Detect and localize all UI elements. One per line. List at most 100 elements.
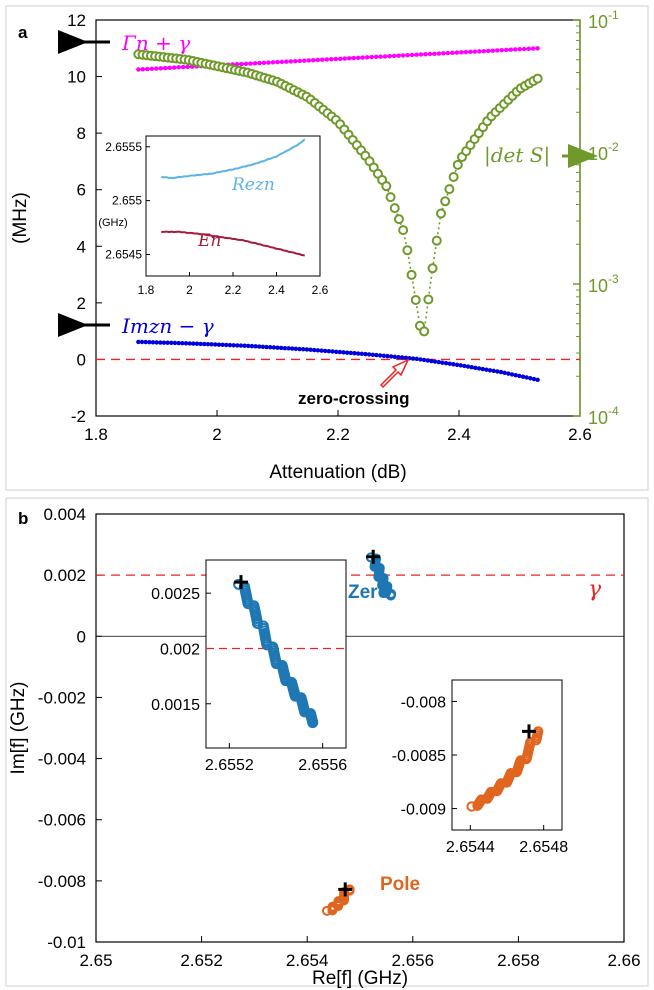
gamma-plus-point [355, 55, 361, 61]
gamma-plus-point [499, 47, 504, 53]
right-tick-label: 10-3 [588, 272, 619, 296]
im-minus-point [271, 345, 277, 350]
im-minus-point [315, 348, 321, 353]
im-minus-point [491, 368, 496, 374]
panel-a-right-ticks: 10-4 10-3 10-2 10-1 [573, 8, 619, 428]
gamma-plus-point [163, 65, 168, 71]
panel-a-x-ticks: 1.8 2 2.2 2.4 2.6 [84, 410, 592, 444]
gamma-plus-point [535, 46, 540, 51]
right-tick-label: 10-1 [588, 8, 619, 32]
im-minus-label: Imzn − γ [121, 314, 214, 338]
im-minus-point [304, 347, 310, 352]
im-minus-point [169, 340, 174, 346]
gamma-plus-point [400, 53, 406, 58]
im-minus-point [517, 373, 522, 379]
im-minus-point [330, 349, 335, 354]
im-minus-point [388, 354, 394, 359]
im-minus-line [138, 340, 538, 381]
im-minus-point [374, 352, 379, 358]
im-minus-point [150, 340, 156, 345]
gamma-plus-point [167, 65, 172, 71]
x-tick-label: 2 [212, 425, 221, 444]
y-tick-label: 12 [67, 11, 86, 30]
pole-inset-x-tick-label: 2.6544 [446, 839, 495, 856]
panel-a-x-label: Attenuation (dB) [269, 462, 406, 483]
im-minus-point [377, 353, 383, 358]
start-marker-icon [522, 724, 536, 739]
im-minus-point [322, 348, 328, 354]
det-s-point [406, 269, 417, 280]
y-tick-label: 0.004 [43, 505, 86, 524]
x-tick-label: 2.658 [497, 951, 540, 970]
im-minus-point [476, 366, 482, 371]
panel-b: b 2.65 2.652 2.654 2.656 2.658 2.66 -0.01-0.0… [5, 497, 649, 989]
im-minus-point [202, 341, 207, 347]
panel-b-y-ticks: -0.01 -0.008 -0.006 -0.004 -0.002 0 0.002 0.004 [38, 505, 102, 952]
det-s-point [427, 263, 438, 274]
im-minus-point [191, 341, 196, 346]
gamma-plus-point [387, 53, 392, 59]
pole-series [321, 884, 355, 916]
gamma-plus-point [396, 53, 401, 58]
inset-re-line [161, 138, 306, 180]
inset-re-series [161, 138, 306, 180]
gamma-plus-point [293, 58, 298, 64]
gamma-plus-point [530, 46, 536, 51]
im-minus-point [242, 343, 247, 348]
im-minus-point [524, 375, 529, 380]
gamma-plus-point [472, 49, 478, 54]
x-tick-label: 2.66 [607, 951, 640, 970]
im-minus-point [506, 371, 511, 376]
gamma-plus-point [414, 52, 419, 57]
x-tick-label: 2.656 [392, 951, 435, 970]
gamma-plus-point [315, 57, 321, 63]
pole-inset-y-tick-label: -0.008 [401, 694, 446, 711]
gamma-plus-point [373, 54, 379, 60]
gamma-plus-point [140, 67, 146, 72]
im-minus-point [257, 344, 262, 349]
im-minus-point [366, 352, 372, 357]
im-minus-point [418, 357, 423, 362]
im-minus-point [352, 351, 357, 356]
im-minus-point [509, 372, 515, 377]
inset-y-unit-label: (GHz) [98, 217, 127, 229]
panel-a-y-ticks: -2 0 2 4 6 8 10 12 [67, 11, 102, 426]
im-minus-point [275, 345, 280, 350]
gamma-plus-point [481, 48, 487, 54]
im-minus-point [300, 347, 306, 352]
start-marker-icon [338, 882, 353, 897]
y-tick-label: 0.002 [43, 566, 86, 585]
gamma-plus-point [149, 66, 155, 71]
zero-label: Zero [348, 582, 389, 603]
pole-inset-series [466, 724, 544, 812]
gamma-plus-point [154, 66, 159, 71]
im-minus-point [443, 360, 449, 366]
gamma-plus-point [284, 59, 289, 64]
im-minus-point [224, 342, 229, 348]
im-minus-point [348, 350, 354, 356]
det-s-label: |det S| [484, 143, 550, 168]
im-minus-point [326, 349, 332, 354]
gamma-plus-point [288, 59, 294, 64]
gamma-plus-point [342, 56, 347, 61]
gamma-plus-point [311, 58, 316, 63]
gamma-plus-point [364, 55, 370, 60]
gamma-plus-point [427, 51, 433, 57]
gamma-plus-point [279, 59, 285, 65]
det-s-point [440, 196, 451, 207]
im-minus-point [154, 340, 159, 345]
im-minus-point [213, 342, 218, 347]
start-markers [338, 549, 381, 897]
x-tick-label: 2.652 [180, 951, 223, 970]
y-tick-label: 2 [77, 294, 86, 313]
y-tick-label: -2 [71, 407, 86, 426]
im-minus-series [136, 339, 540, 382]
y-tick-label: 10 [67, 68, 86, 87]
im-minus-point [308, 347, 313, 352]
im-minus-point [363, 351, 368, 357]
inset-y-tick-label: 2.6555 [105, 140, 142, 154]
y-tick-label: 0 [77, 350, 86, 369]
im-minus-point [268, 345, 273, 350]
im-minus-point [487, 368, 493, 373]
im-minus-point [436, 359, 441, 365]
